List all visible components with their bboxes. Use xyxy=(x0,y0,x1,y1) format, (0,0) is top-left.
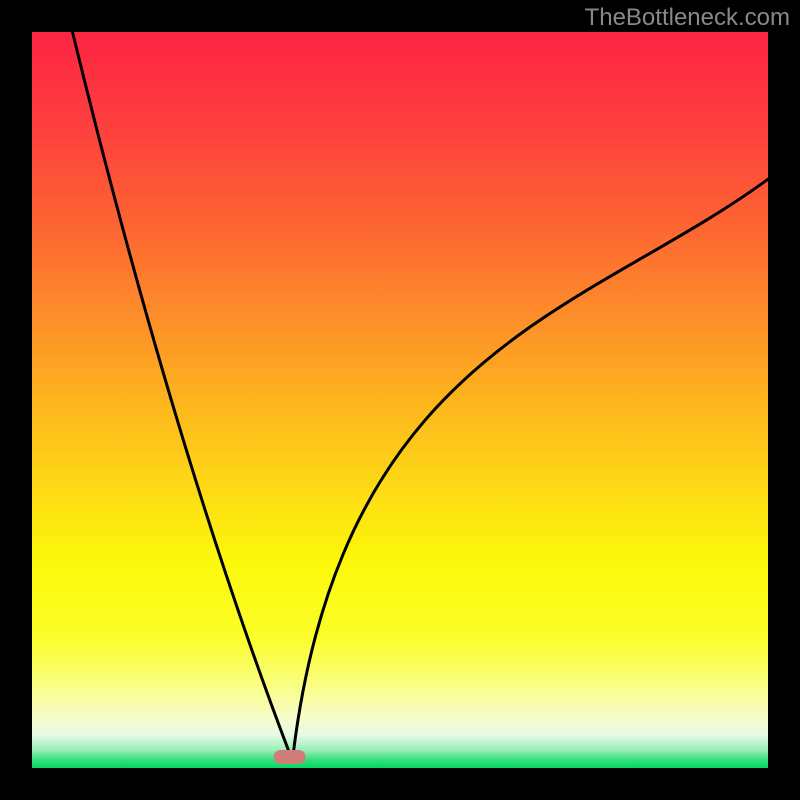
watermark-text: TheBottleneck.com xyxy=(585,4,790,32)
plot-background xyxy=(32,32,768,768)
bottleneck-chart xyxy=(0,0,800,800)
minimum-marker xyxy=(274,750,306,764)
